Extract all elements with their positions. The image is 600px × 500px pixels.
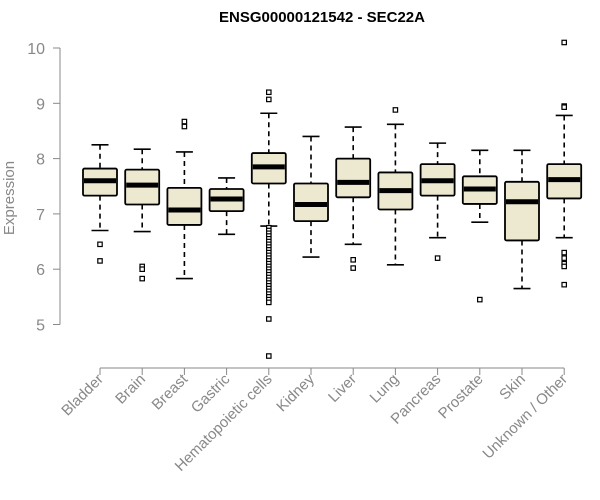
outlier-point [561, 104, 568, 110]
outlier-point [266, 353, 272, 359]
box-gastric [208, 177, 245, 236]
y-tick-label: 7 [36, 207, 45, 224]
y-axis-label: Expression [1, 161, 18, 235]
box-skin [504, 149, 540, 290]
box-liver [335, 126, 372, 271]
outlier-point [350, 256, 357, 263]
y-tick-label: 5 [36, 318, 45, 335]
outlier-point [266, 96, 272, 103]
chart-title: ENSG00000121542 - SEC22A [219, 9, 425, 26]
outlier-point [97, 241, 103, 248]
y-tick-label: 10 [27, 41, 45, 58]
outlier-point [266, 89, 272, 96]
outlier-point [266, 299, 272, 306]
outlier-point [561, 281, 568, 288]
box-unknown-other [546, 39, 583, 288]
box-kidney [293, 135, 329, 258]
box-pancreas [419, 142, 456, 261]
box-breast [166, 118, 203, 280]
x-tick-label: Lung [367, 371, 403, 407]
box-lung [377, 107, 414, 266]
y-tick-label: 8 [36, 152, 45, 169]
x-tick-label: Skin [496, 371, 529, 404]
outlier-point [139, 275, 146, 282]
outlier-point [561, 263, 568, 270]
outlier-point [181, 118, 188, 125]
outlier-point [350, 265, 357, 271]
box-series [82, 39, 583, 359]
x-tick-label: Bladder [58, 371, 107, 420]
outlier-point [392, 107, 399, 113]
box-brain [124, 148, 161, 282]
outlier-point [561, 249, 568, 256]
box-prostate [461, 149, 498, 303]
outlier-point [266, 316, 272, 322]
box-hematopoietic-cells [250, 89, 287, 359]
y-axis: 5 6 7 8 9 10 [27, 41, 61, 335]
y-tick-label: 6 [36, 262, 45, 279]
x-tick-label: Breast [149, 370, 192, 413]
outlier-point [97, 258, 103, 264]
y-tick-label: 9 [36, 96, 45, 113]
outlier-point [139, 266, 146, 273]
outlier-point [561, 255, 568, 261]
iqr-box [335, 157, 372, 199]
outlier-point [434, 255, 441, 261]
x-tick-label: Liver [325, 371, 360, 406]
iqr-box [504, 180, 540, 242]
iqr-box [166, 187, 203, 226]
outlier-point [181, 123, 188, 130]
outlier-point [561, 39, 568, 46]
x-tick-label: Brain [112, 371, 149, 408]
x-tick-label: Kidney [273, 370, 318, 415]
outlier-point [477, 296, 483, 303]
box-bladder [82, 143, 118, 264]
x-tick-label: Prostate [435, 371, 487, 423]
